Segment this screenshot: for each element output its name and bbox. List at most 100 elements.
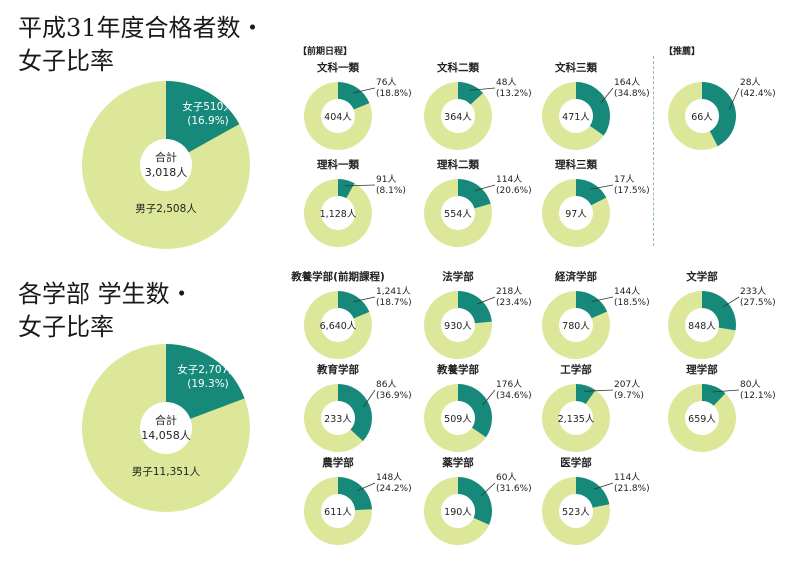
donut-male-arc-faculty-4 — [304, 384, 363, 453]
donut-female-count-schedule-5: 17人 — [614, 174, 634, 185]
donut-female-count-schedule-4: 114人 — [496, 174, 522, 185]
donut-name-schedule-3: 理科一類 — [317, 158, 359, 171]
donut-total-faculty-10: 523人 — [562, 507, 590, 518]
pie-total-value-1: 14,058人 — [141, 429, 191, 442]
donut-male-arc-schedule-1 — [423, 82, 492, 150]
donut-male-arc-faculty-9 — [424, 477, 490, 545]
donut-female-percent-faculty-3: (27.5%) — [740, 298, 776, 308]
donut-name-faculty-3: 文学部 — [685, 270, 718, 283]
donut-male-arc-recommend-0 — [668, 82, 718, 150]
donut-male-arc-faculty-10 — [542, 477, 610, 546]
donut-female-arc-faculty-6 — [576, 384, 596, 405]
pie-female-label-0: 女子510人 — [182, 100, 234, 113]
donut-female-percent-schedule-4: (20.6%) — [496, 186, 532, 196]
donut-female-percent-faculty-8: (24.2%) — [376, 484, 412, 494]
donut-female-percent-faculty-4: (36.9%) — [376, 391, 412, 401]
section-divider — [653, 56, 654, 246]
donut-name-schedule-0: 文科一類 — [316, 61, 359, 74]
donut-leader-faculty-0 — [353, 296, 376, 303]
donut-name-faculty-9: 薬学部 — [441, 456, 474, 469]
pie-total-caption-0: 合計 — [155, 150, 177, 164]
donut-female-count-faculty-9: 60人 — [496, 472, 516, 483]
donut-female-arc-faculty-7 — [702, 384, 726, 406]
pie-female-percent-0: (16.9%) — [187, 115, 229, 127]
donut-female-count-schedule-3: 91人 — [376, 174, 396, 185]
pie-center-hole-0 — [140, 139, 192, 191]
donut-female-percent-faculty-6: (9.7%) — [614, 391, 644, 401]
donut-total-faculty-8: 611人 — [324, 507, 352, 518]
donut-female-arc-schedule-4 — [458, 179, 491, 209]
donut-male-arc-faculty-7 — [668, 384, 736, 452]
donut-name-faculty-8: 農学部 — [322, 456, 354, 469]
donut-female-percent-faculty-9: (31.6%) — [496, 484, 532, 494]
donut-total-schedule-2: 471人 — [562, 112, 590, 123]
donut-name-faculty-1: 法学部 — [442, 270, 474, 283]
pie-total-caption-1: 合計 — [155, 413, 177, 427]
donut-female-count-faculty-7: 80人 — [740, 379, 760, 390]
donut-female-arc-schedule-1 — [458, 82, 484, 105]
donut-female-count-recommend-0: 28人 — [740, 77, 760, 88]
donut-name-schedule-1: 文科二類 — [436, 61, 479, 74]
donut-name-faculty-4: 教育学部 — [316, 363, 359, 376]
donut-total-schedule-4: 554人 — [444, 209, 472, 220]
donut-female-percent-faculty-10: (21.8%) — [614, 484, 650, 494]
donut-leader-schedule-1 — [469, 87, 496, 91]
donut-female-arc-schedule-2 — [576, 82, 611, 136]
faculty-heading-line1: 各学部 学生数・ — [18, 280, 194, 308]
donut-total-faculty-1: 930人 — [444, 321, 472, 332]
donut-name-faculty-2: 経済学部 — [555, 270, 597, 283]
donut-male-arc-faculty-0 — [304, 291, 373, 359]
donut-leader-faculty-4 — [363, 389, 376, 408]
donut-total-faculty-3: 848人 — [688, 321, 716, 332]
donut-female-count-faculty-1: 218人 — [496, 286, 522, 297]
pie-female-percent-1: (19.3%) — [187, 378, 229, 390]
donut-female-count-faculty-10: 114人 — [614, 472, 640, 483]
donut-female-count-faculty-6: 207人 — [614, 379, 640, 390]
faculty-heading-line2: 女子比率 — [18, 313, 114, 341]
donut-name-faculty-7: 理学部 — [686, 363, 718, 376]
donut-female-count-faculty-5: 176人 — [496, 379, 522, 390]
donut-female-count-faculty-0: 1,241人 — [376, 286, 411, 297]
pie-male-label-1: 男子11,351人 — [132, 466, 201, 478]
donut-leader-schedule-3 — [345, 184, 376, 187]
donut-female-percent-schedule-1: (13.2%) — [496, 89, 532, 99]
donut-female-arc-faculty-1 — [458, 291, 492, 324]
donut-name-faculty-5: 教養学部 — [436, 363, 479, 376]
donut-female-count-faculty-8: 148人 — [376, 472, 402, 483]
donut-male-arc-schedule-0 — [304, 82, 372, 150]
donut-leader-faculty-7 — [712, 389, 740, 393]
donut-female-percent-schedule-5: (17.5%) — [614, 186, 650, 196]
donut-name-schedule-2: 文科三類 — [554, 61, 597, 74]
donut-male-arc-schedule-4 — [424, 179, 492, 248]
donut-leader-faculty-3 — [723, 296, 740, 308]
donut-total-faculty-9: 190人 — [444, 507, 472, 518]
donut-leader-faculty-10 — [593, 482, 614, 490]
donut-female-arc-recommend-0 — [702, 82, 736, 147]
donut-female-arc-faculty-8 — [338, 477, 372, 511]
donut-male-arc-faculty-6 — [541, 384, 610, 452]
donut-total-schedule-3: 1,128人 — [320, 209, 357, 220]
donut-male-arc-faculty-5 — [424, 384, 487, 453]
donut-total-faculty-4: 233人 — [324, 414, 352, 425]
donut-name-faculty-10: 医学部 — [560, 456, 592, 469]
donut-female-arc-schedule-0 — [338, 82, 370, 110]
pie-slice-female-1 — [166, 344, 245, 428]
donut-male-arc-schedule-2 — [542, 82, 604, 150]
pie-slice-female-0 — [166, 81, 240, 165]
donut-total-recommend-0: 66人 — [691, 112, 713, 123]
donut-name-schedule-4: 理科二類 — [437, 158, 479, 171]
donut-total-schedule-1: 364人 — [444, 112, 472, 123]
exam-heading-line1: 平成31年度合格者数・ — [18, 14, 265, 42]
donut-female-count-schedule-1: 48人 — [496, 77, 516, 88]
donut-male-arc-faculty-3 — [668, 291, 736, 360]
donut-total-faculty-5: 509人 — [444, 414, 472, 425]
pie-total-value-0: 3,018人 — [145, 166, 188, 179]
donut-leader-schedule-4 — [474, 184, 496, 192]
donut-female-percent-faculty-7: (12.1%) — [740, 391, 776, 401]
donut-female-percent-faculty-1: (23.4%) — [496, 298, 532, 308]
donut-female-arc-faculty-10 — [576, 477, 610, 508]
donut-female-percent-schedule-3: (8.1%) — [376, 186, 406, 196]
donut-name-faculty-6: 工学部 — [560, 363, 592, 376]
exam-heading: 平成31年度合格者数・ 女子比率 — [18, 12, 265, 78]
donut-female-arc-faculty-9 — [458, 477, 492, 525]
